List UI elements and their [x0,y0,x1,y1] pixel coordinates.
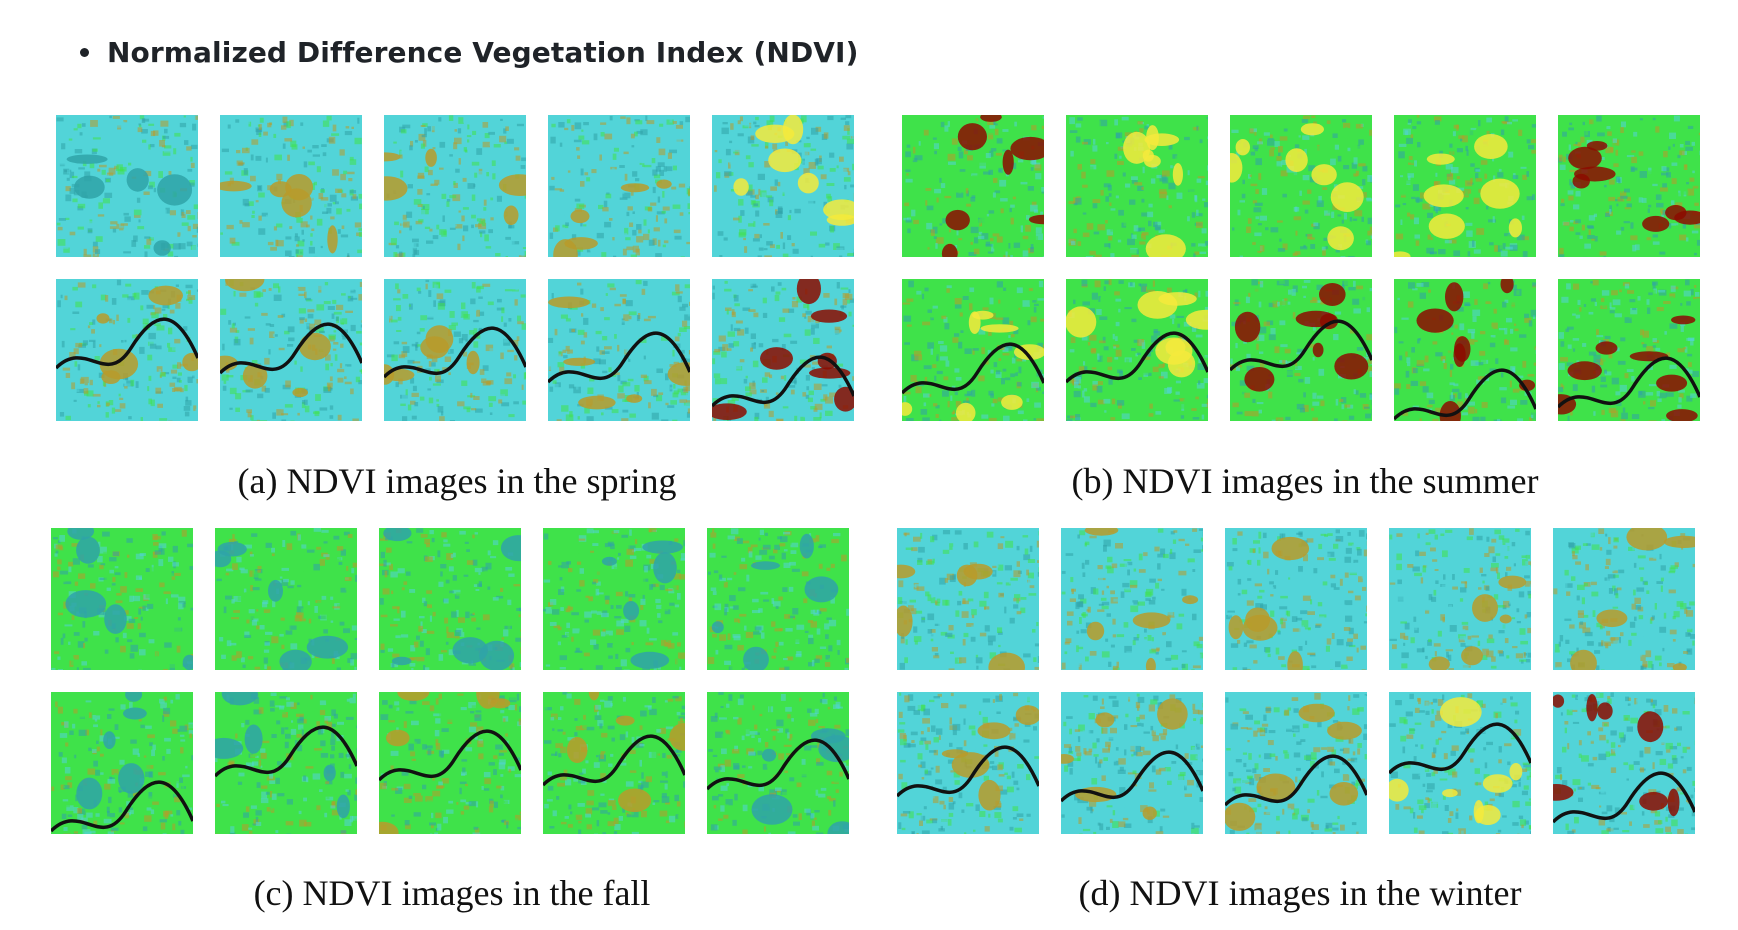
ndvi-tile-winter-r2-c4 [1389,692,1531,834]
ndvi-tile-spring-r1-c1 [56,115,198,257]
ndvi-tile-spring-r1-c3 [384,115,526,257]
ndvi-tile-summer-r1-c2 [1066,115,1208,257]
ndvi-tile-fall-r2-c2 [215,692,357,834]
ndvi-tile-fall-r2-c4 [543,692,685,834]
ndvi-tile-summer-r1-c5 [1558,115,1700,257]
ndvi-tile-winter-r2-c5 [1553,692,1695,834]
ndvi-tile-winter-r2-c2 [1061,692,1203,834]
heading-text: Normalized Difference Vegetation Index (… [107,36,858,69]
figure-panel-spring [56,115,854,421]
ndvi-tile-fall-r2-c5 [707,692,849,834]
ndvi-tile-spring-r1-c4 [548,115,690,257]
ndvi-tile-fall-r1-c5 [707,528,849,670]
ndvi-tile-winter-r2-c1 [897,692,1039,834]
ndvi-tile-summer-r2-c2 [1066,279,1208,421]
ndvi-tile-spring-r2-c4 [548,279,690,421]
figure-panel-fall [51,528,849,834]
ndvi-tile-fall-r1-c4 [543,528,685,670]
ndvi-tile-spring-r2-c3 [384,279,526,421]
ndvi-tile-spring-r1-c5 [712,115,854,257]
ndvi-tile-spring-r1-c2 [220,115,362,257]
ndvi-tile-summer-r1-c1 [902,115,1044,257]
ndvi-tile-winter-r1-c4 [1389,528,1531,670]
ndvi-tile-fall-r2-c1 [51,692,193,834]
bullet-icon [80,48,89,57]
section-heading: Normalized Difference Vegetation Index (… [80,32,858,72]
ndvi-tile-fall-r2-c3 [379,692,521,834]
ndvi-tile-summer-r2-c1 [902,279,1044,421]
figure-panel-summer [902,115,1700,421]
ndvi-tile-fall-r1-c3 [379,528,521,670]
ndvi-tile-fall-r1-c2 [215,528,357,670]
ndvi-tile-summer-r1-c4 [1394,115,1536,257]
ndvi-tile-winter-r1-c5 [1553,528,1695,670]
ndvi-tile-fall-r1-c1 [51,528,193,670]
ndvi-tile-winter-r1-c1 [897,528,1039,670]
ndvi-tile-winter-r1-c2 [1061,528,1203,670]
ndvi-tile-spring-r2-c5 [712,279,854,421]
ndvi-tile-summer-r2-c5 [1558,279,1700,421]
figure-caption-spring: (a) NDVI images in the spring [238,460,677,502]
ndvi-tile-winter-r1-c3 [1225,528,1367,670]
ndvi-tile-spring-r2-c2 [220,279,362,421]
ndvi-tile-summer-r1-c3 [1230,115,1372,257]
figure-caption-fall: (c) NDVI images in the fall [254,872,651,914]
ndvi-tile-summer-r2-c3 [1230,279,1372,421]
figure-caption-winter: (d) NDVI images in the winter [1079,872,1522,914]
ndvi-tile-winter-r2-c3 [1225,692,1367,834]
ndvi-tile-spring-r2-c1 [56,279,198,421]
figure-caption-summer: (b) NDVI images in the summer [1072,460,1539,502]
ndvi-tile-summer-r2-c4 [1394,279,1536,421]
figure-panel-winter [897,528,1695,834]
